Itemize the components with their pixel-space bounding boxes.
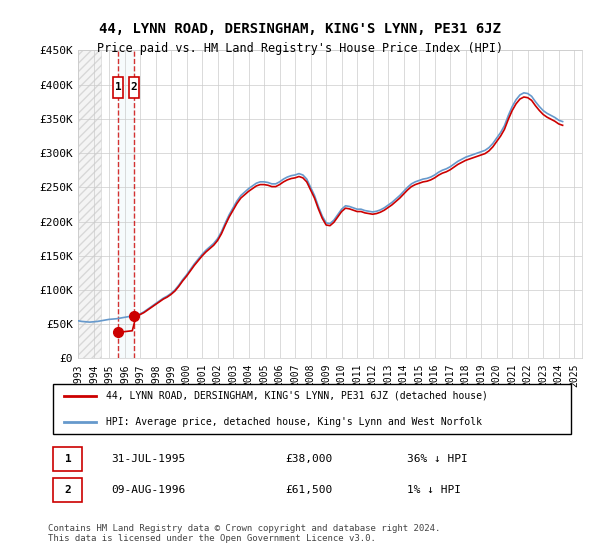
FancyBboxPatch shape	[53, 447, 82, 470]
Bar	[118, 50, 134, 358]
FancyBboxPatch shape	[130, 77, 139, 97]
Text: 31-JUL-1995: 31-JUL-1995	[112, 454, 185, 464]
Text: 1: 1	[115, 82, 121, 92]
Text: 2: 2	[131, 82, 137, 92]
Text: 09-AUG-1996: 09-AUG-1996	[112, 485, 185, 495]
Text: Price paid vs. HM Land Registry's House Price Index (HPI): Price paid vs. HM Land Registry's House …	[97, 42, 503, 55]
Text: 44, LYNN ROAD, DERSINGHAM, KING'S LYNN, PE31 6JZ: 44, LYNN ROAD, DERSINGHAM, KING'S LYNN, …	[99, 22, 501, 36]
FancyBboxPatch shape	[53, 384, 571, 434]
Text: 2: 2	[65, 485, 71, 495]
Text: HPI: Average price, detached house, King's Lynn and West Norfolk: HPI: Average price, detached house, King…	[106, 417, 482, 427]
Text: 44, LYNN ROAD, DERSINGHAM, KING'S LYNN, PE31 6JZ (detached house): 44, LYNN ROAD, DERSINGHAM, KING'S LYNN, …	[106, 391, 488, 401]
Text: Contains HM Land Registry data © Crown copyright and database right 2024.
This d: Contains HM Land Registry data © Crown c…	[48, 524, 440, 543]
Text: 36% ↓ HPI: 36% ↓ HPI	[407, 454, 468, 464]
FancyBboxPatch shape	[113, 77, 122, 97]
Text: 1% ↓ HPI: 1% ↓ HPI	[407, 485, 461, 495]
FancyBboxPatch shape	[53, 478, 82, 502]
Text: £61,500: £61,500	[286, 485, 333, 495]
Text: £38,000: £38,000	[286, 454, 333, 464]
Text: 1: 1	[65, 454, 71, 464]
